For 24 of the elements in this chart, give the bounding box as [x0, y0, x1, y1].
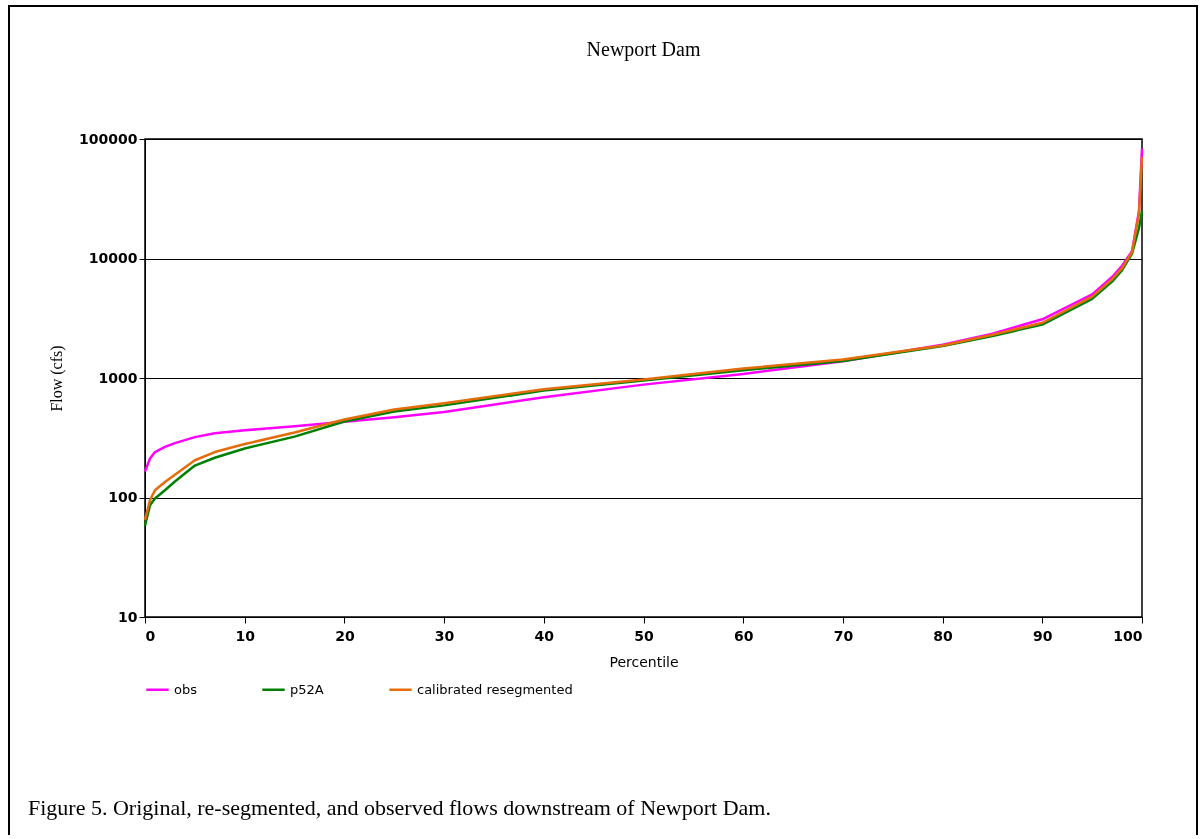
x-tick-label: 40 — [534, 627, 555, 644]
x-tick-label: 30 — [434, 627, 455, 644]
chart-title: Newport Dam — [586, 38, 701, 61]
x-tick-label: 20 — [335, 627, 355, 644]
x-tick-label: 60 — [733, 627, 754, 644]
x-tick-label: 50 — [634, 627, 654, 644]
caption: Figure 5. Original, re-segmented, and observed flows downstream of Newport Dam. — [28, 795, 771, 821]
x-axis-title: Percentile — [609, 653, 679, 670]
y-tick-label: 10 — [118, 608, 138, 625]
x-tick-label: 100 — [1113, 627, 1143, 644]
y-tick-label: 100 — [108, 489, 138, 505]
x-tick-label: 10 — [235, 627, 256, 644]
x-tick-label: 70 — [833, 627, 854, 644]
legend-label: obs — [174, 681, 198, 697]
x-tick-label: 0 — [145, 627, 156, 644]
y-tick-label: 1000 — [98, 369, 138, 386]
x-tick-label: 90 — [1033, 627, 1053, 644]
y-tick-label: 10000 — [88, 250, 138, 266]
legend-label: p52A — [290, 681, 324, 697]
y-tick-label: 100000 — [79, 130, 138, 147]
legend-label: calibrated resegmented — [417, 681, 573, 697]
x-tick-label: 80 — [933, 627, 954, 644]
y-axis-title: Flow (cfs) — [48, 345, 67, 412]
line-series — [143, 155, 1144, 522]
